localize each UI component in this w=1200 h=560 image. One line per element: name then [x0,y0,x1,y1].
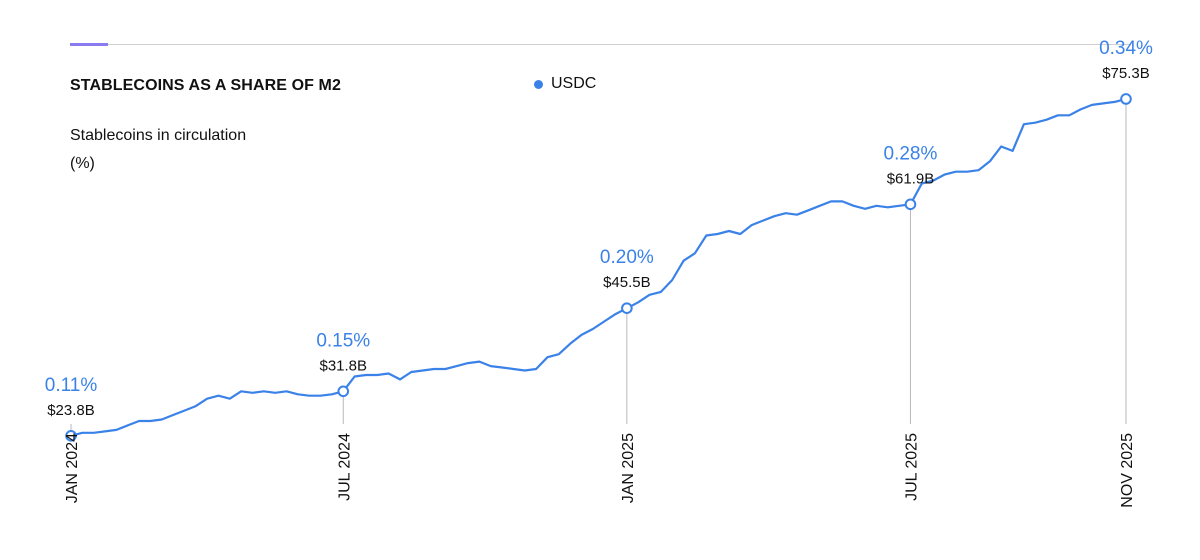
y-axis-label: Stablecoins in circulation [70,127,247,144]
data-label-pct-4: 0.34% [1099,38,1153,59]
data-label-pct-1: 0.15% [316,330,370,351]
data-point-0 [65,430,77,442]
data-point-4 [1120,93,1132,105]
legend: USDC [534,75,596,93]
data-label-pct-2: 0.20% [600,247,654,268]
top-accent-bar [70,43,108,46]
data-label-amount-1: $31.8B [319,357,367,374]
data-label-amount-3: $61.9B [887,170,935,187]
x-tick-label-3: JUL 2025 [903,433,920,501]
x-tick-label-1: JUL 2024 [336,433,353,501]
chart-title: STABLECOINS AS A SHARE OF M2 [70,77,341,94]
data-label-amount-0: $23.8B [47,402,95,419]
data-label-amount-4: $75.3B [1102,65,1150,82]
top-divider [70,44,1130,45]
series-line-usdc [69,97,1128,437]
legend-dot-icon [534,79,543,89]
data-point-3 [904,198,917,211]
data-label-amount-2: $45.5B [603,274,651,291]
x-tick-label-4: NOV 2025 [1119,433,1136,508]
data-label-pct-0: 0.11% [45,375,98,396]
legend-label-usdc: USDC [551,75,597,92]
data-point-2 [621,302,633,314]
y-axis-unit: (%) [70,155,95,172]
data-point-1 [337,385,350,398]
x-tick-label-2: JAN 2025 [620,433,637,503]
x-tick-label-0: JAN 2024 [64,433,81,503]
data-label-pct-3: 0.28% [884,143,938,164]
y-axis-label-block: Stablecoins in circulation (%) [70,122,246,178]
